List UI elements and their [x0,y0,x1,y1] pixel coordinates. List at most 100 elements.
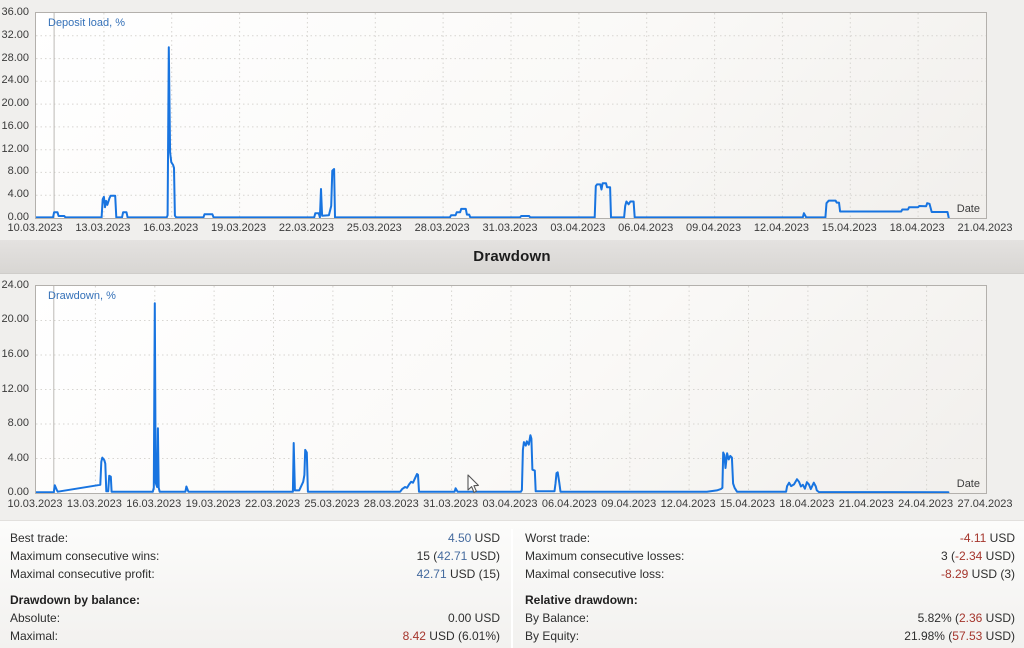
x-tick-label: 31.03.2023 [482,222,538,234]
x-tick-label: 13.03.2023 [75,222,131,234]
x-tick-label: 27.04.2023 [957,498,1013,510]
drawdown-series-label: Drawdown, % [48,290,116,302]
y-tick-label: 4.00 [7,451,29,464]
stats-group-header-row: Relative drawdown: [513,591,1024,609]
stat-value-segment: 5.82% ( [917,611,959,625]
stats-row-spacer [513,583,1024,591]
gridlines [36,286,986,493]
x-tick-label: 19.03.2023 [185,498,241,510]
stat-value: 8.42 USD (6.01%) [403,629,500,643]
stat-value-segment: 15 ( [416,549,438,563]
x-tick-label: 16.03.2023 [126,498,182,510]
x-tick-label: 24.04.2023 [898,498,954,510]
stat-value-segment: 57.53 [952,629,983,643]
stat-label: Worst trade: [525,531,591,545]
x-tick-label: 19.03.2023 [211,222,267,234]
deposit-load-y-axis: 36.00 32.00 28.00 24.00 20.00 16.00 12.00 8.00 4… [0,6,31,223]
stats-row: Maximal: 8.42 USD (6.01%) [0,627,511,645]
deposit-load-canvas [36,13,986,218]
x-tick-label: 12.04.2023 [660,498,716,510]
trade-statistics: Best trade: 4.50 USD Maximum consecutive w… [0,520,1024,648]
stat-label: Absolute: [10,611,61,625]
y-tick-label: 20.00 [1,97,29,110]
stats-row: Worst trade: -4.11 USD [513,529,1024,547]
stat-label: Relative drawdown: [525,593,638,607]
stats-row: By Equity: 21.98% (57.53 USD) [513,627,1024,645]
x-tick-label: 18.04.2023 [889,222,945,234]
y-tick-label: 16.00 [1,347,29,360]
stat-label: Maximal consecutive profit: [10,567,155,581]
deposit-load-plot-area: Deposit load, % Date [35,12,987,219]
x-tick-label: 15.04.2023 [719,498,776,510]
x-tick-label: 25.03.2023 [304,498,360,510]
stat-value: 42.71 USD (15) [417,567,500,581]
stats-row: Maximal consecutive loss: -8.29 USD (3) [513,565,1024,583]
stats-row: Maximum consecutive losses: 3 (-2.34 USD) [513,547,1024,565]
statistics-right-column: Worst trade: -4.11 USD Maximum consecutive… [511,529,1024,648]
stats-row: Maximal consecutive profit: 42.71 USD (15… [0,565,511,583]
deposit-load-chart: 36.00 32.00 28.00 24.00 20.00 16.00 12.00 8.00 4… [0,6,1024,238]
drawdown-canvas [36,286,986,493]
drawdown-section-title: Drawdown [473,248,551,265]
x-tick-label: 06.04.2023 [541,498,597,510]
stat-value-segment: -8.29 [940,567,969,581]
y-tick-label: 28.00 [1,51,29,64]
stat-label: By Balance: [525,611,590,625]
y-tick-label: 12.00 [1,382,29,395]
x-tick-label: 03.04.2023 [550,222,606,234]
stat-value-segment: USD [986,531,1015,545]
stats-row: Best trade: 4.50 USD [0,529,511,547]
stat-value-segment: USD) [467,549,500,563]
y-tick-label: 0.00 [7,486,29,498]
x-tick-label: 28.03.2023 [363,498,419,510]
x-tick-label: 15.04.2023 [821,222,877,234]
stat-value-segment: 0.00 USD [447,611,500,625]
drawdown-x-axis: 10.03.2023 13.03.2023 16.03.2023 19.03.2023… [7,498,1012,512]
y-tick-label: 20.00 [1,313,29,326]
x-tick-label: 13.03.2023 [66,498,122,510]
stat-value-segment: -2.34 [954,549,983,563]
data-series-line [36,46,950,218]
stat-label: Best trade: [10,531,69,545]
x-tick-label: 25.03.2023 [346,222,402,234]
x-tick-label: 28.03.2023 [414,222,470,234]
drawdown-chart: 24.00 20.00 16.00 12.00 8.00 4.00 0.00 Drawdow… [0,279,1024,513]
stats-row-spacer [0,583,511,591]
stat-value-segment: USD) [982,611,1015,625]
stat-label: Maximum consecutive wins: [10,549,160,563]
stat-value-segment: USD (3) [968,567,1015,581]
stat-value-segment: USD (6.01%) [425,629,500,643]
x-tick-label: 06.04.2023 [618,222,674,234]
stat-value: -8.29 USD (3) [941,567,1015,581]
stat-label: Maximal: [10,629,59,643]
statistics-left-column: Best trade: 4.50 USD Maximum consecutive w… [0,529,511,648]
x-tick-label: 10.03.2023 [7,222,63,234]
stat-label: By Equity: [525,629,580,643]
x-tick-label: 21.04.2023 [838,498,894,510]
stat-value-segment: 21.98% ( [904,629,953,643]
stat-value: 0.00 USD [448,611,500,625]
stats-row: By Balance: 5.82% (2.36 USD) [513,609,1024,627]
stat-value-segment: USD) [982,549,1015,563]
data-series-line [36,302,950,493]
deposit-load-x-axis-title: Date [956,203,980,215]
y-tick-label: 8.00 [7,416,29,429]
x-tick-label: 22.03.2023 [278,222,334,234]
stat-label: Drawdown by balance: [10,593,141,607]
stats-row: Maximum consecutive wins: 15 (42.71 USD) [0,547,511,565]
y-tick-label: 16.00 [1,119,29,132]
stat-value: 3 (-2.34 USD) [941,549,1015,563]
stat-value: 4.50 USD [448,531,500,545]
x-tick-label: 09.04.2023 [601,498,657,510]
stat-value-segment: USD [471,531,500,545]
y-tick-label: 12.00 [1,142,29,155]
y-tick-label: 24.00 [1,279,29,291]
drawdown-section-band: Drawdown [0,240,1024,274]
x-tick-label: 21.04.2023 [957,222,1013,234]
stat-value-segment: USD) [982,629,1015,643]
stat-value-segment: 8.42 [402,629,426,643]
y-tick-label: 36.00 [1,6,29,18]
stat-label: Maximal consecutive loss: [525,567,665,581]
stat-value-segment: 3 ( [940,549,955,563]
stat-value: 21.98% (57.53 USD) [904,629,1015,643]
